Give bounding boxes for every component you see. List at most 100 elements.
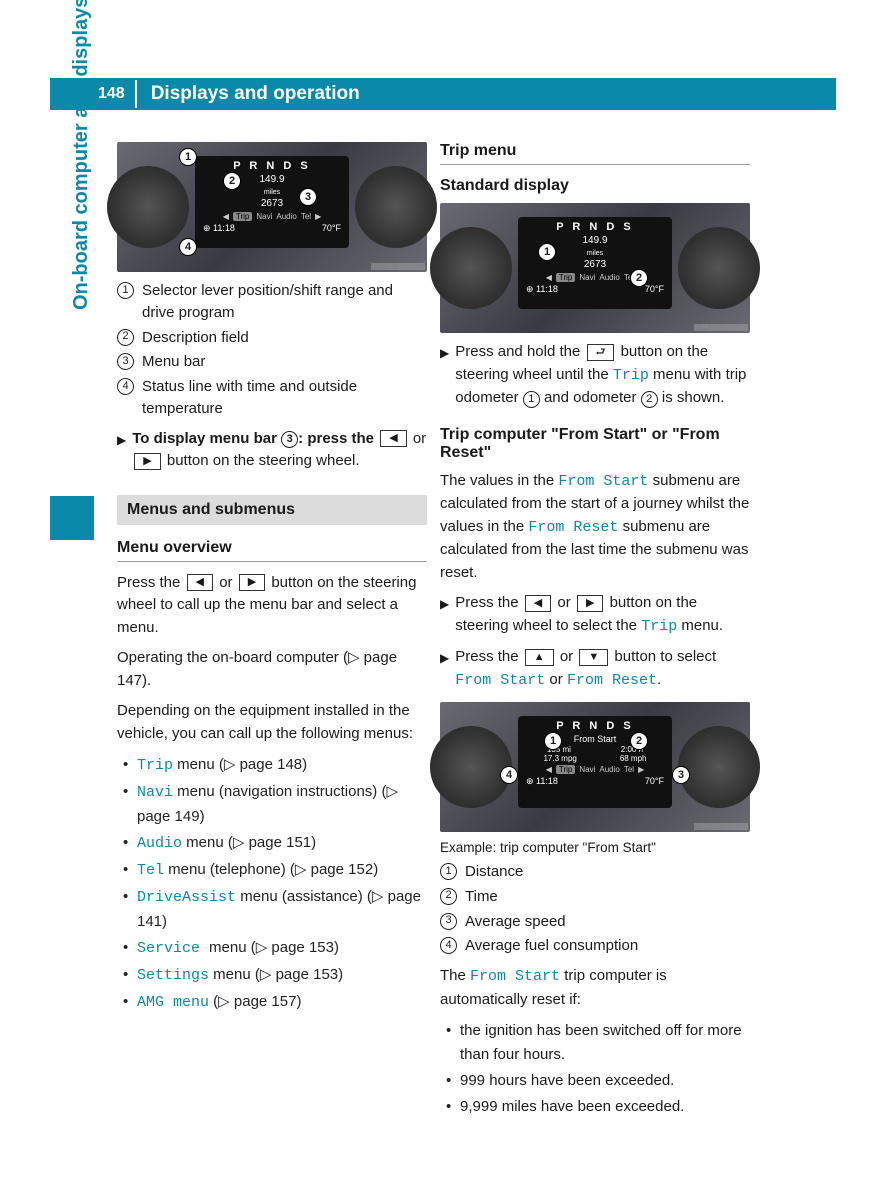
menu-link-driveassist[interactable]: DriveAssist [137, 889, 236, 906]
from-start-link[interactable]: From Start [455, 672, 545, 689]
menu-trip: Trip [556, 765, 575, 774]
right-button-icon: ▶ [134, 453, 160, 470]
legend-list-2: 1Distance 2Time 3 Average speed 4Average … [440, 861, 750, 957]
left-column: P R N D S 149.9 miles 2673 ◀ Trip Navi A… [117, 142, 427, 1017]
action-lead: To display menu bar [132, 430, 277, 447]
gauge-right [678, 227, 760, 309]
page-header: 148 Displays and operation [50, 78, 836, 110]
legend-list-1: 1 Selector lever position/shift range and… [117, 280, 427, 420]
section-menus-submenus: Menus and submenus [117, 495, 427, 525]
gauge-right [678, 726, 760, 808]
page-ref: menu (▷ page 153) [209, 966, 343, 983]
from-reset-link[interactable]: From Reset [567, 672, 657, 689]
list-item: 999 hours have been exceeded. [446, 1069, 750, 1093]
menu-tel: Tel [301, 212, 311, 221]
menu-link-amg[interactable]: AMG menu [137, 994, 209, 1011]
legend-row: 2Description field [117, 327, 427, 349]
page-ref: menu (▷ page 153) [209, 939, 339, 956]
odo-value: 2673 [584, 259, 606, 270]
outside-temp: 70°F [645, 284, 664, 295]
menu-link-settings[interactable]: Settings [137, 967, 209, 984]
menu-trip: Trip [233, 212, 252, 221]
mph: 68 mph [620, 754, 647, 763]
trip-link[interactable]: Trip [641, 618, 677, 635]
action-press-hold: ▶ Press and hold the ⮐ button on the ste… [440, 341, 750, 410]
example-caption: Example: trip computer "From Start" [440, 840, 750, 855]
status-line: ⊕ 11:18 70°F [199, 223, 345, 234]
legend-num: 1 [117, 282, 134, 299]
action-text: Press and hold the ⮐ button on the steer… [455, 341, 750, 410]
list-item: Audio menu (▷ page 151) [123, 831, 427, 856]
p1a: Press the [117, 574, 180, 591]
figure-ref: P54.32-9028-31 [371, 263, 425, 270]
circ-ref: 1 [523, 391, 540, 408]
gear-indicator: P R N D S [199, 160, 345, 172]
page-ref: menu (navigation instructions) (▷ page 1… [137, 783, 398, 825]
menu-link-navi[interactable]: Navi [137, 784, 173, 801]
gauge-left [430, 227, 512, 309]
down-button-icon: ▼ [579, 649, 608, 666]
menu-link-service[interactable]: Service [137, 940, 209, 957]
instrument-cluster-figure-3: P R N D S From Start 135 mi 2:00 h 17.3 … [440, 702, 750, 832]
legend-num: 3 [440, 913, 457, 930]
action-select-from-start: ▶ Press the ▲ or ▼ button to select From… [440, 646, 750, 692]
odo-value: 2673 [261, 198, 283, 209]
legend-text: Status line with time and outside temper… [142, 376, 427, 420]
legend-row: 1Distance [440, 861, 750, 883]
txt: Press the [455, 594, 518, 611]
clock: ⊕ 11:18 [203, 223, 235, 234]
circ-ref: 3 [281, 431, 298, 448]
clock: ⊕ 11:18 [526, 284, 558, 295]
para-press-buttons: Press the ◀ or ▶ button on the steering … [117, 572, 427, 640]
header-divider [135, 80, 137, 108]
gauge-right [355, 166, 437, 248]
menu-right-arrow: ▶ [638, 765, 644, 774]
menu-navi: Navi [256, 212, 272, 221]
trip-value: 149.9 [582, 235, 607, 246]
trip-link[interactable]: Trip [613, 367, 649, 384]
para-values-in: The values in the From Start submenu are… [440, 470, 750, 585]
legend-num: 3 [117, 353, 134, 370]
txt: or [557, 594, 570, 611]
menu-link-trip[interactable]: Trip [137, 757, 173, 774]
callout-3: 3 [299, 188, 317, 206]
legend-num: 4 [117, 378, 134, 395]
action-t1: : press the [298, 430, 374, 447]
legend-row: 3 Average speed [440, 911, 750, 933]
list-item: Navi menu (navigation instructions) (▷ p… [123, 780, 427, 829]
menu-link-tel[interactable]: Tel [137, 862, 164, 879]
from-start-link[interactable]: From Start [558, 473, 648, 490]
from-reset-link[interactable]: From Reset [528, 519, 618, 536]
menu-right-arrow: ▶ [315, 212, 321, 221]
cluster-menu-bar: ◀ Trip Navi Audio Tel ▶ [522, 765, 668, 774]
legend-num: 2 [117, 329, 134, 346]
action-text: Press the ▲ or ▼ button to select From S… [455, 646, 750, 692]
callout-2: 2 [630, 269, 648, 287]
stats-row-b: 17.3 mpg 68 mph [522, 754, 668, 763]
status-line: ⊕ 11:18 70°F [522, 776, 668, 787]
txt: Press the [455, 648, 518, 665]
callout-4: 4 [500, 766, 518, 784]
right-column: Trip menu Standard display P R N D S 149… [440, 142, 750, 1121]
from-start-link[interactable]: From Start [470, 968, 560, 985]
reset-conditions-list: the ignition has been switched off for m… [440, 1019, 750, 1119]
callout-3: 3 [672, 766, 690, 784]
legend-row: 3Menu bar [117, 351, 427, 373]
action-display-menu-bar: ▶ To display menu bar 3: press the ◀ or … [117, 428, 427, 473]
action-arrow-icon: ▶ [117, 431, 126, 449]
legend-row: 4Average fuel consumption [440, 935, 750, 957]
menu-link-audio[interactable]: Audio [137, 835, 182, 852]
back-button-icon: ⮐ [587, 344, 615, 361]
circ-ref: 2 [641, 391, 658, 408]
legend-text: Selector lever position/shift range and … [142, 280, 427, 324]
action-arrow-icon: ▶ [440, 595, 449, 613]
callout-1: 1 [544, 732, 562, 750]
cluster-screen: P R N D S 149.9 miles 2673 ◀ Trip Navi A… [195, 156, 349, 248]
txt: button to select [614, 648, 716, 665]
legend-num: 1 [440, 863, 457, 880]
action-t2: or [413, 430, 426, 447]
callout-1: 1 [538, 243, 556, 261]
legend-text: Average speed [465, 911, 566, 933]
legend-row: 2Time [440, 886, 750, 908]
txt: Press and hold the [455, 343, 580, 360]
